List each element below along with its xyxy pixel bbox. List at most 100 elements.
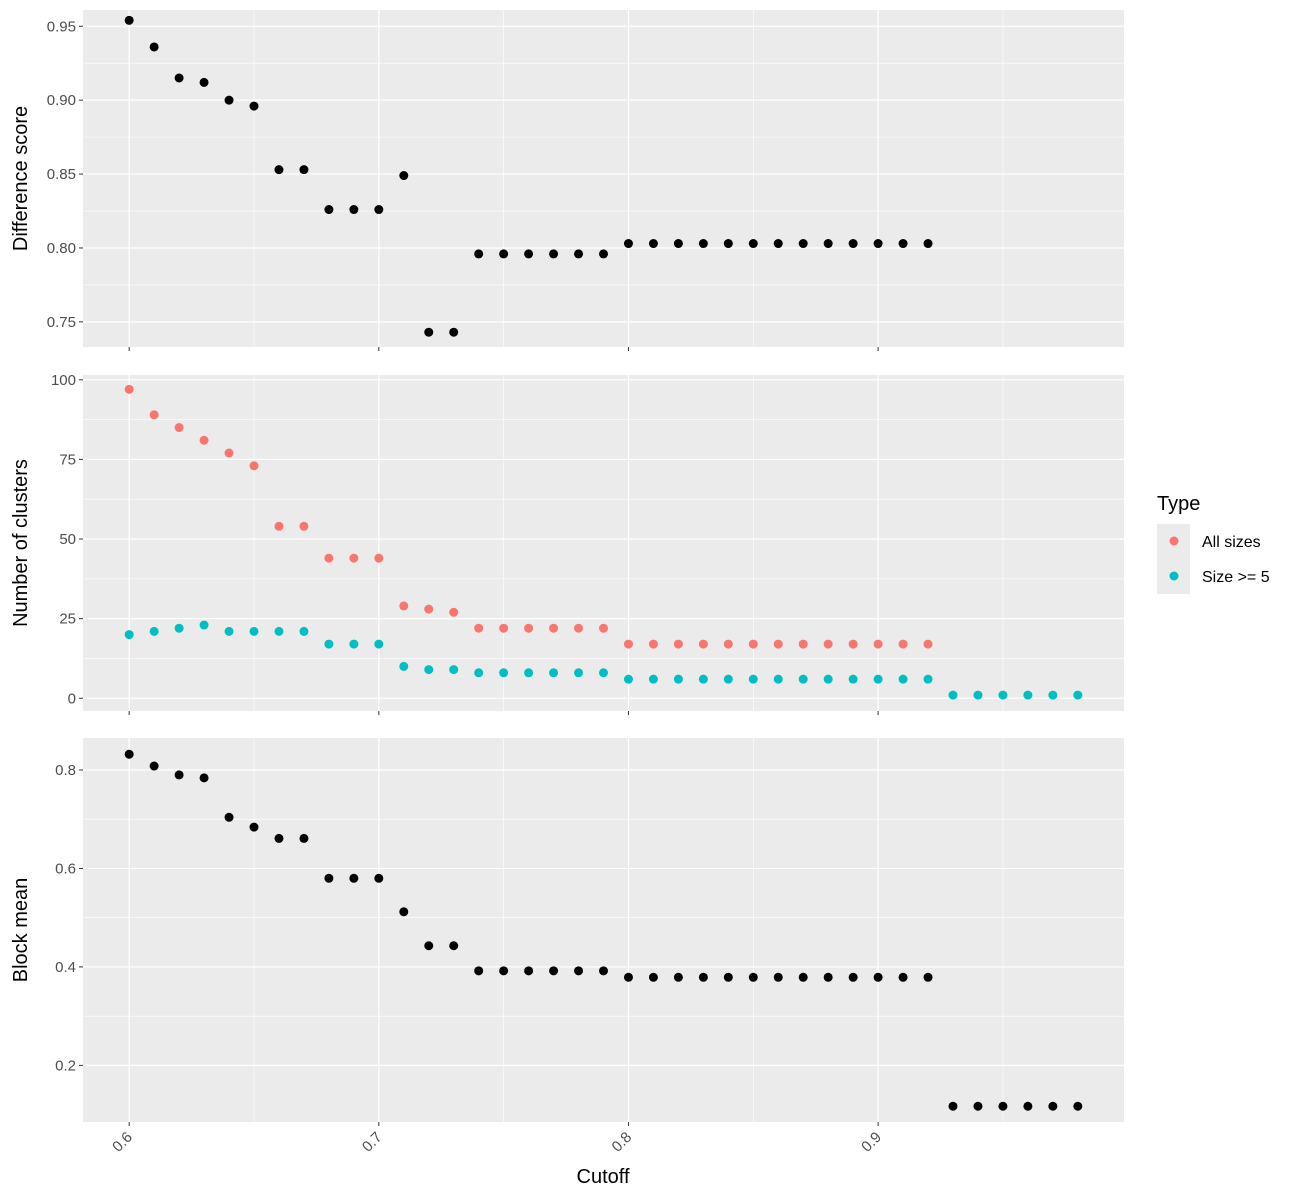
data-point	[399, 171, 409, 181]
data-point	[274, 626, 284, 636]
legend-title: Type	[1157, 493, 1200, 515]
data-point	[474, 623, 484, 633]
data-point	[549, 623, 559, 633]
data-point	[249, 101, 259, 111]
data-point	[648, 972, 658, 982]
data-point	[798, 239, 808, 249]
data-point	[224, 95, 234, 105]
data-point	[773, 674, 783, 684]
data-point	[973, 1101, 983, 1111]
data-point	[848, 239, 858, 249]
data-point	[149, 626, 159, 636]
data-point	[424, 941, 434, 951]
data-point	[773, 239, 783, 249]
data-point	[1048, 690, 1058, 700]
data-point	[474, 668, 484, 678]
data-point	[424, 665, 434, 675]
data-point	[524, 623, 534, 633]
data-point	[499, 249, 509, 259]
data-point	[299, 626, 309, 636]
y-tick-label: 75	[59, 451, 76, 468]
data-point	[149, 761, 159, 771]
data-point	[274, 165, 284, 175]
data-point	[748, 239, 758, 249]
data-point	[723, 239, 733, 249]
series-1	[124, 15, 933, 337]
data-point	[848, 639, 858, 649]
data-point	[349, 205, 359, 215]
panels-layer: 0.75 0.80 0.85 0.90 0.95 Difference score 0 25 5…	[10, 10, 1124, 1156]
data-point	[549, 668, 559, 678]
data-point	[599, 623, 608, 633]
series-1	[124, 749, 1083, 1111]
data-point	[324, 639, 334, 649]
data-point	[599, 668, 608, 678]
data-point	[673, 972, 683, 982]
data-point	[324, 873, 334, 883]
data-point	[549, 966, 559, 976]
data-point	[623, 674, 633, 684]
data-point	[324, 205, 334, 215]
data-point	[574, 966, 584, 976]
data-point	[399, 661, 409, 671]
data-point	[848, 674, 858, 684]
legend: Type All sizes Size >= 5	[1157, 493, 1270, 594]
data-point	[299, 833, 309, 843]
data-point	[449, 665, 459, 675]
panel-background	[83, 738, 1124, 1122]
data-point	[823, 639, 833, 649]
y-tick-label: 0.95	[47, 18, 76, 35]
data-point	[923, 639, 933, 649]
panel-background	[83, 10, 1124, 347]
data-point	[249, 461, 259, 471]
data-point	[174, 423, 184, 433]
data-point	[524, 966, 534, 976]
panel-2: 0 25 50 75 100 Number of clusters	[10, 372, 1124, 715]
data-point	[149, 42, 159, 52]
series-2	[124, 620, 1083, 700]
data-point	[199, 77, 209, 87]
data-point	[898, 639, 908, 649]
data-point	[249, 626, 259, 636]
y-tick-label: 100	[51, 372, 76, 389]
data-point	[224, 448, 234, 458]
data-point	[698, 639, 708, 649]
data-point	[149, 410, 159, 420]
data-point	[823, 972, 833, 982]
data-point	[599, 249, 608, 259]
y-tick-label: 0.90	[47, 92, 76, 109]
legend-label-size-5: Size >= 5	[1202, 569, 1270, 586]
data-point	[574, 623, 584, 633]
data-point	[673, 239, 683, 249]
data-point	[998, 690, 1008, 700]
data-point	[923, 674, 933, 684]
series-1	[124, 384, 933, 649]
data-point	[1073, 690, 1083, 700]
data-point	[174, 623, 184, 633]
data-point	[773, 972, 783, 982]
data-point	[723, 639, 733, 649]
data-point	[399, 907, 409, 917]
data-point	[374, 553, 384, 563]
data-point	[798, 674, 808, 684]
data-point	[474, 249, 484, 259]
data-point	[349, 553, 359, 563]
data-point	[673, 639, 683, 649]
data-point	[1048, 1101, 1058, 1111]
data-point	[848, 972, 858, 982]
data-point	[599, 966, 608, 976]
data-point	[424, 604, 434, 614]
data-point	[299, 521, 309, 531]
y-tick-label: 0.4	[55, 959, 76, 976]
data-point	[748, 972, 758, 982]
data-point	[948, 1101, 958, 1111]
panel-background	[83, 375, 1124, 711]
data-point	[873, 972, 883, 982]
data-point	[898, 674, 908, 684]
data-point	[873, 639, 883, 649]
data-point	[823, 239, 833, 249]
data-point	[374, 873, 384, 883]
data-point	[973, 690, 983, 700]
data-point	[399, 601, 409, 611]
